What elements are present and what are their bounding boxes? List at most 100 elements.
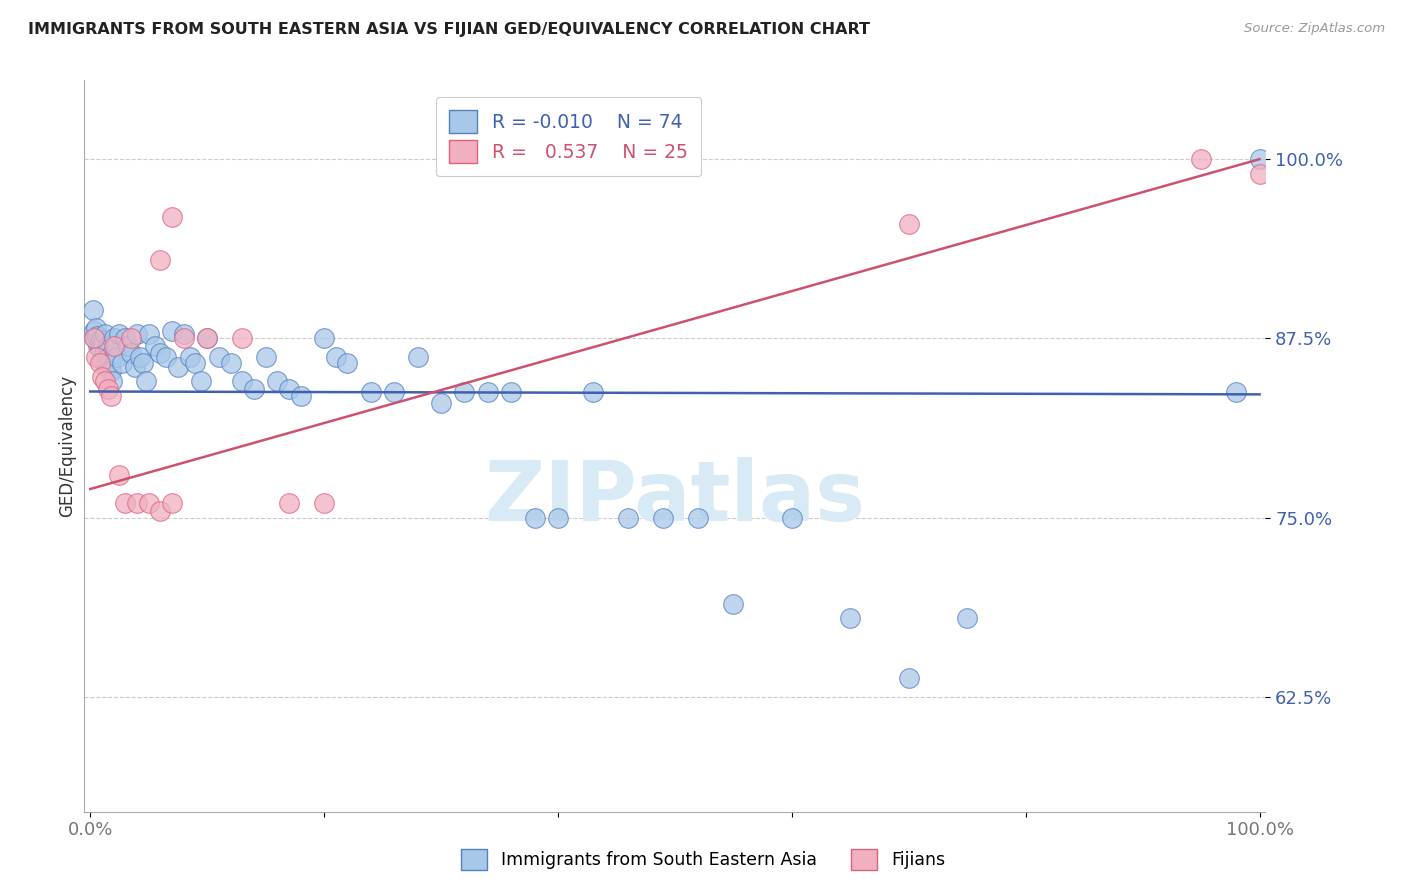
Point bbox=[132, 356, 155, 370]
Point bbox=[108, 467, 131, 482]
Point bbox=[101, 375, 124, 389]
Point bbox=[382, 384, 405, 399]
Point bbox=[617, 510, 640, 524]
Point bbox=[94, 375, 117, 389]
Point bbox=[149, 503, 172, 517]
Point bbox=[1189, 152, 1212, 166]
Point bbox=[336, 356, 359, 370]
Point bbox=[208, 350, 231, 364]
Point bbox=[167, 360, 190, 375]
Point bbox=[125, 327, 148, 342]
Point bbox=[86, 328, 108, 343]
Point bbox=[129, 350, 152, 364]
Point bbox=[100, 389, 122, 403]
Point bbox=[839, 611, 862, 625]
Point bbox=[195, 331, 218, 345]
Point bbox=[155, 350, 177, 364]
Point bbox=[97, 382, 120, 396]
Point bbox=[179, 350, 201, 364]
Point bbox=[105, 350, 128, 364]
Point bbox=[243, 382, 266, 396]
Point bbox=[688, 510, 710, 524]
Text: Source: ZipAtlas.com: Source: ZipAtlas.com bbox=[1244, 22, 1385, 36]
Point bbox=[582, 384, 605, 399]
Point bbox=[111, 356, 134, 370]
Point bbox=[97, 350, 120, 364]
Point bbox=[103, 331, 125, 345]
Point bbox=[89, 342, 111, 356]
Point bbox=[138, 327, 160, 342]
Point bbox=[956, 611, 979, 625]
Point bbox=[173, 331, 195, 345]
Point bbox=[82, 302, 104, 317]
Point bbox=[897, 671, 920, 685]
Point bbox=[231, 331, 253, 345]
Point bbox=[87, 338, 110, 352]
Point bbox=[290, 389, 312, 403]
Point bbox=[266, 375, 288, 389]
Point bbox=[120, 345, 142, 359]
Point bbox=[160, 496, 183, 510]
Point bbox=[91, 335, 114, 350]
Point bbox=[138, 496, 160, 510]
Point bbox=[90, 353, 112, 368]
Point bbox=[547, 510, 569, 524]
Point bbox=[135, 375, 157, 389]
Text: ZIPatlas: ZIPatlas bbox=[485, 457, 865, 538]
Point bbox=[97, 338, 120, 352]
Point bbox=[120, 331, 142, 345]
Point bbox=[160, 324, 183, 338]
Point bbox=[84, 350, 107, 364]
Point bbox=[114, 331, 136, 345]
Point bbox=[278, 496, 301, 510]
Point bbox=[897, 217, 920, 231]
Point bbox=[160, 210, 183, 224]
Point bbox=[149, 252, 172, 267]
Point bbox=[84, 321, 107, 335]
Point bbox=[100, 364, 122, 378]
Point bbox=[780, 510, 803, 524]
Point bbox=[523, 510, 546, 524]
Point bbox=[104, 345, 127, 359]
Point bbox=[83, 331, 105, 345]
Point bbox=[96, 360, 118, 375]
Point bbox=[312, 496, 335, 510]
Point bbox=[103, 338, 125, 352]
Point bbox=[1225, 384, 1247, 399]
Point bbox=[83, 331, 105, 345]
Legend: Immigrants from South Eastern Asia, Fijians: Immigrants from South Eastern Asia, Fiji… bbox=[451, 840, 955, 879]
Point bbox=[312, 331, 335, 345]
Point bbox=[501, 384, 523, 399]
Y-axis label: GED/Equivalency: GED/Equivalency bbox=[58, 375, 76, 517]
Point bbox=[117, 338, 139, 352]
Point bbox=[143, 338, 166, 352]
Point bbox=[89, 356, 111, 370]
Point bbox=[98, 356, 121, 370]
Point bbox=[108, 327, 131, 342]
Point bbox=[477, 384, 499, 399]
Point bbox=[652, 510, 675, 524]
Point bbox=[173, 327, 195, 342]
Point bbox=[94, 327, 117, 342]
Point bbox=[190, 375, 212, 389]
Point bbox=[254, 350, 277, 364]
Point bbox=[1249, 167, 1271, 181]
Legend: R = -0.010    N = 74, R =   0.537    N = 25: R = -0.010 N = 74, R = 0.537 N = 25 bbox=[436, 97, 702, 177]
Point bbox=[149, 345, 172, 359]
Point bbox=[195, 331, 218, 345]
Point bbox=[93, 345, 115, 359]
Point bbox=[184, 356, 207, 370]
Point bbox=[278, 382, 301, 396]
Point bbox=[430, 396, 453, 410]
Point bbox=[114, 496, 136, 510]
Point bbox=[125, 496, 148, 510]
Point bbox=[104, 338, 127, 352]
Point bbox=[325, 350, 347, 364]
Point bbox=[1249, 152, 1271, 166]
Point bbox=[723, 597, 745, 611]
Point bbox=[90, 370, 112, 384]
Point bbox=[453, 384, 475, 399]
Point bbox=[360, 384, 382, 399]
Text: IMMIGRANTS FROM SOUTH EASTERN ASIA VS FIJIAN GED/EQUIVALENCY CORRELATION CHART: IMMIGRANTS FROM SOUTH EASTERN ASIA VS FI… bbox=[28, 22, 870, 37]
Point bbox=[406, 350, 429, 364]
